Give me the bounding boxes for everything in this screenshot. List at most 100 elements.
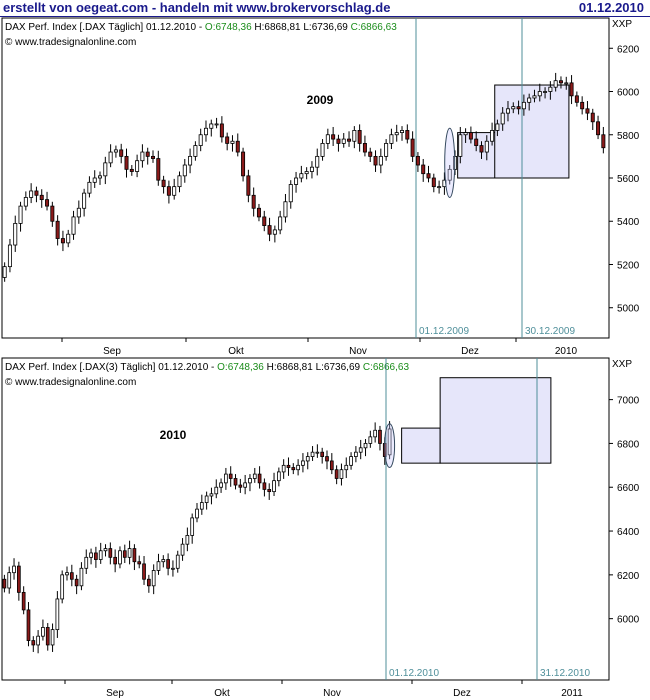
panel1-candle [368,151,373,157]
panel2-candle [252,473,257,479]
panel1-candle [13,223,18,246]
panel2-date-marker-label: 01.12.2010 [389,668,439,679]
panel1-candle [468,132,473,140]
panel1-candle [437,186,442,189]
panel1-candle [304,171,309,175]
panel1-candle [82,192,87,209]
panel1-candle [193,145,198,157]
panel2-candle [118,550,122,565]
panel1-candle [66,233,71,244]
panel1-candle [405,130,410,140]
panel2-candle [2,578,7,589]
header-date: 01.12.2010 [578,0,644,15]
panel1-candle [129,168,134,172]
panel1-candle [521,101,526,110]
panel1-x-tick-label: Okt [228,346,244,357]
panel1-x-tick-label: Dez [461,346,479,357]
panel2-source-label: © www.tradesignalonline.com [5,377,136,388]
panel1-corner-label: XXP [612,19,632,30]
panel2-candle [320,451,325,457]
panel1-candle [119,149,124,157]
panel2-candle [368,436,373,444]
panel1-candle [98,175,103,179]
panel2-candle [166,559,170,569]
panel1-year-label: 2009 [307,93,334,107]
panel2-candle [17,565,21,593]
panel1-candle [135,160,140,172]
panel1-candle [172,186,177,196]
panel2-candle [195,508,199,519]
panel1-candle [543,91,548,93]
panel1-candle [527,97,532,103]
header-title: erstellt von oegeat.com - handeln mit ww… [3,0,391,15]
panel1-candle [511,106,516,110]
panel1-candle [241,151,246,177]
panel2-candle [387,428,392,456]
panel2-y-tick-label: 6000 [617,615,640,626]
panel1-candle [426,173,431,179]
panel1-candle [294,177,299,185]
panel2-candle [185,535,190,545]
panel1-candle [55,220,60,239]
panel1-candle [500,112,505,125]
panel1-candle [2,266,7,278]
panel1-candle [341,138,346,144]
panel2-candle [310,451,315,457]
panel2-candle [113,556,117,565]
panel1-candle [378,155,383,166]
panel1-candle [151,155,155,159]
panel1-candle [590,112,595,123]
panel2-candle [291,467,296,471]
panel2-y-tick-label: 6600 [617,483,640,494]
panel1-candle [421,164,426,175]
panel1-candle [373,155,378,166]
panel1-candle [256,207,261,218]
panel1-candle [585,108,590,114]
panel2-candle [334,469,339,479]
panel1-candle [580,101,585,110]
panel1-candle [410,138,415,157]
panel1-source-label: © www.tradesignalonline.com [5,37,136,48]
panel1-candle [76,207,81,218]
panel1-candle [262,216,267,226]
panel2-candle [175,554,180,569]
panel2-candle [190,517,195,536]
panel1-y-tick-label: 5400 [617,217,640,228]
panel2-candle [267,489,272,493]
panel1-candle [553,80,558,88]
panel1-candle [479,145,484,153]
panel2-candle [50,629,55,646]
panel2-candle [363,443,368,449]
panel2-candle [41,627,45,637]
panel2-candle [31,640,36,646]
panel1-candle [309,166,314,172]
panel2-candle [315,451,320,454]
panel1-candle [532,95,537,99]
panel1-candle [384,143,389,157]
panel2-candle [180,543,185,556]
panel2-candle [36,635,40,646]
panel1-candle [87,181,92,194]
panel1-candle [103,162,108,177]
panel2-candle [199,502,204,510]
panel1-info-line: DAX Perf. Index [.DAX Täglich] 01.12.201… [5,22,397,33]
panel1-candle [29,190,34,198]
panel2-candle [214,486,219,495]
panel2-candle [238,484,243,488]
panel2-candle [147,578,151,587]
panel1-candle [299,173,304,179]
panel2-candle [204,495,209,503]
panel2-candle [272,480,276,493]
panel1-projection-box [457,132,501,179]
panel2-candle [171,567,175,570]
panel2-candle [55,598,60,631]
panel1-x-tick-label: Nov [349,346,367,357]
panel1-candle [156,158,161,181]
panel2-candle [325,456,329,462]
panel1-candle [569,82,574,97]
panel1-candle [145,151,150,157]
panel2-candle [45,627,50,646]
panel1-candle [219,123,224,138]
panel2-candle [156,561,161,571]
panel1-candle [484,140,489,153]
